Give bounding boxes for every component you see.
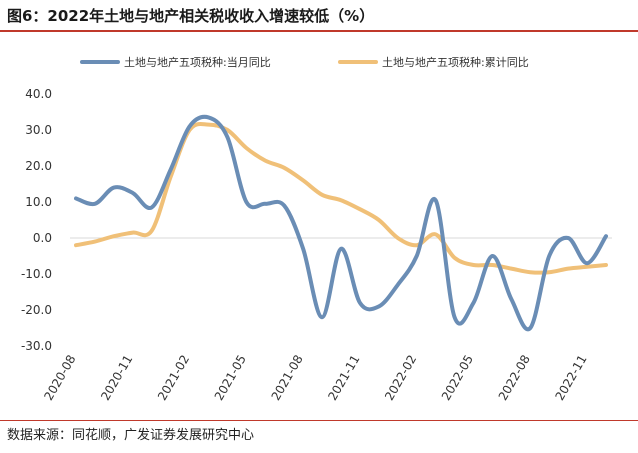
source-note: 数据来源：同花顺，广发证券发展研究中心 — [7, 428, 255, 443]
y-tick-label: 10.0 — [25, 195, 52, 209]
legend-item-2-label: 土地与地产五项税种:累计同比 — [382, 55, 529, 69]
x-tick-label: 2022-05 — [439, 353, 476, 403]
x-tick-label: 2022-02 — [382, 353, 419, 403]
x-tick-label: 2021-08 — [269, 353, 306, 403]
figure-title: 图6：2022年土地与地产相关税收收入增速较低（%） — [7, 7, 375, 25]
y-tick-label: -30.0 — [21, 339, 52, 353]
y-tick-label: 40.0 — [25, 87, 52, 101]
title-bar: 图6：2022年土地与地产相关税收收入增速较低（%） — [0, 0, 638, 32]
y-tick-label: 0.0 — [33, 231, 52, 245]
y-tick-label: 30.0 — [25, 123, 52, 137]
x-tick-label: 2022-08 — [496, 353, 533, 403]
legend-item-1-label: 土地与地产五项税种:当月同比 — [124, 55, 271, 69]
x-tick-label: 2021-11 — [325, 353, 362, 403]
y-tick-label: -10.0 — [21, 267, 52, 281]
series-line-2 — [74, 122, 608, 275]
title-divider — [0, 30, 638, 32]
series-line-1 — [74, 114, 608, 332]
source-divider — [0, 420, 638, 421]
x-tick-label: 2022-11 — [552, 353, 589, 403]
line-chart: 40.0 30.0 20.0 10.0 0.0 -10.0 -20.0 -30.02020-0… — [21, 55, 612, 403]
x-tick-label: 2021-05 — [212, 353, 249, 403]
y-tick-label: 20.0 — [25, 159, 52, 173]
x-tick-label: 2021-02 — [155, 353, 192, 403]
x-tick-label: 2020-11 — [98, 353, 135, 403]
x-tick-label: 2020-08 — [41, 353, 78, 403]
y-tick-label: -20.0 — [21, 303, 52, 317]
